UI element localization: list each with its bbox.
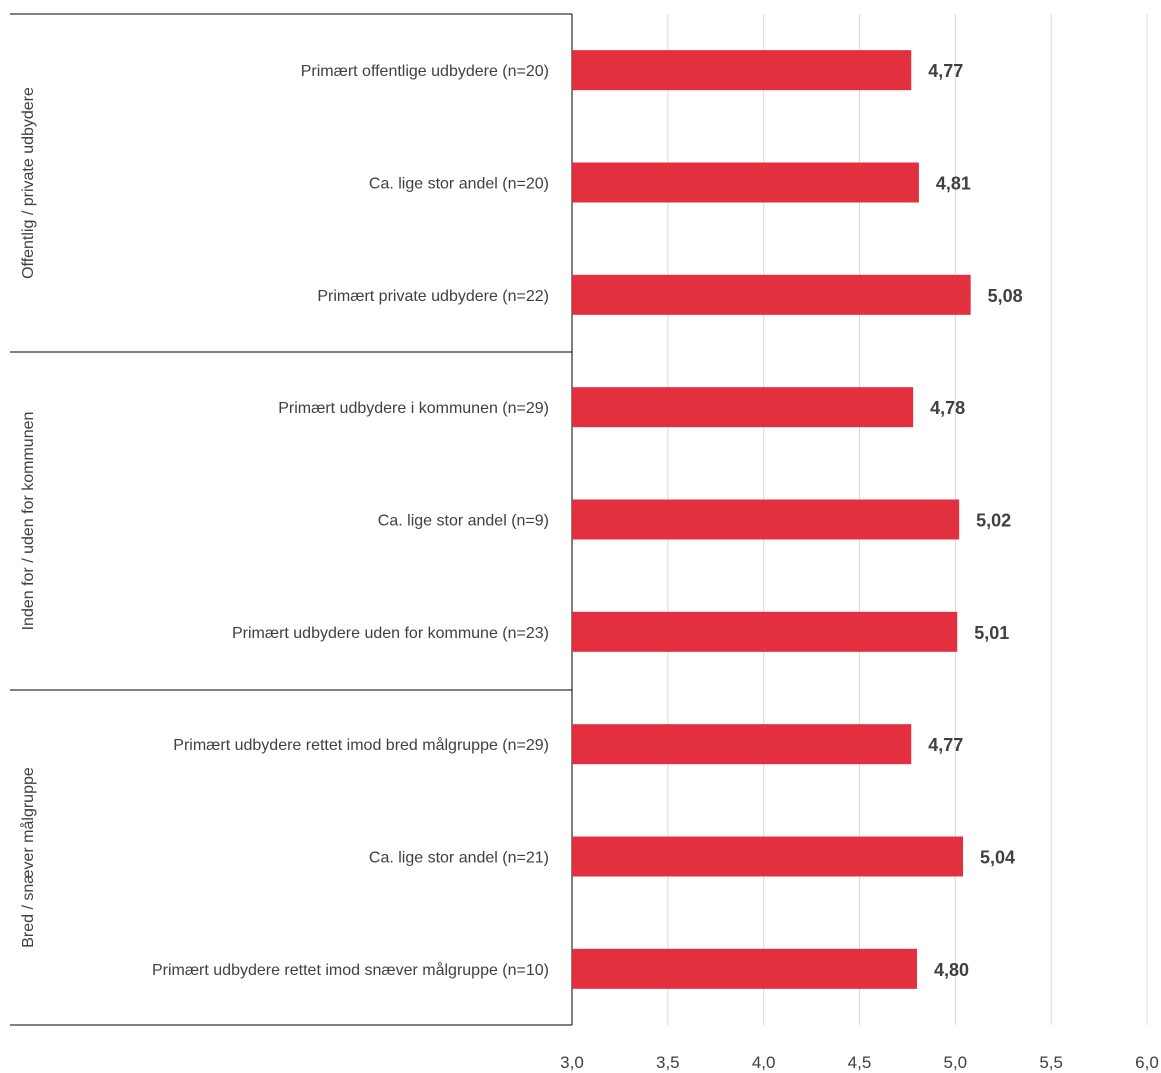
bar <box>572 387 914 428</box>
data-label: 4,81 <box>936 174 971 194</box>
bar <box>572 50 912 91</box>
bar <box>572 724 912 765</box>
group-label: Offentlig / private udbydere <box>20 87 37 279</box>
bar <box>572 611 958 652</box>
group-label: Bred / snæver målgruppe <box>19 767 37 948</box>
category-label: Ca. lige stor andel (n=21) <box>369 850 549 867</box>
category-label: Primært udbydere rettet imod snæver målg… <box>152 961 549 979</box>
category-label: Primært offentlige udbydere (n=20) <box>301 63 549 80</box>
category-label: Primært udbydere i kommunen (n=29) <box>278 400 549 417</box>
x-tick-label: 5,0 <box>944 1053 968 1072</box>
labels: 3,0 3,5 4,0 4,5 5,0 5,5 6,0 Primært offentlige … <box>19 61 1159 1072</box>
category-label: Primært udbydere rettet imod bred målgru… <box>173 736 549 754</box>
bar <box>572 162 919 203</box>
category-label: Ca. lige stor andel (n=20) <box>369 176 549 193</box>
x-tick-label: 3,5 <box>656 1053 680 1072</box>
category-label: Primært udbydere uden for kommune (n=23) <box>232 625 549 642</box>
bars <box>572 50 971 989</box>
data-label: 5,02 <box>976 511 1011 531</box>
x-tick-label: 5,5 <box>1039 1053 1063 1072</box>
data-label: 4,80 <box>934 960 969 980</box>
data-label: 5,04 <box>980 848 1015 868</box>
x-tick-label: 4,5 <box>848 1053 872 1072</box>
x-tick-label: 6,0 <box>1135 1053 1159 1072</box>
data-label: 4,77 <box>928 735 963 755</box>
data-label: 4,77 <box>928 61 963 81</box>
group-label: Inden for / uden for kommunen <box>20 412 37 631</box>
bar <box>572 274 971 315</box>
bar <box>572 499 960 540</box>
data-label: 5,01 <box>974 623 1009 643</box>
category-label: Primært private udbydere (n=22) <box>317 288 549 305</box>
data-label: 5,08 <box>988 286 1023 306</box>
bar <box>572 948 917 989</box>
category-label: Ca. lige stor andel (n=9) <box>378 513 549 530</box>
x-tick-label: 3,0 <box>560 1053 584 1072</box>
bar <box>572 836 963 877</box>
data-label: 4,78 <box>930 398 965 418</box>
x-tick-label: 4,0 <box>752 1053 776 1072</box>
